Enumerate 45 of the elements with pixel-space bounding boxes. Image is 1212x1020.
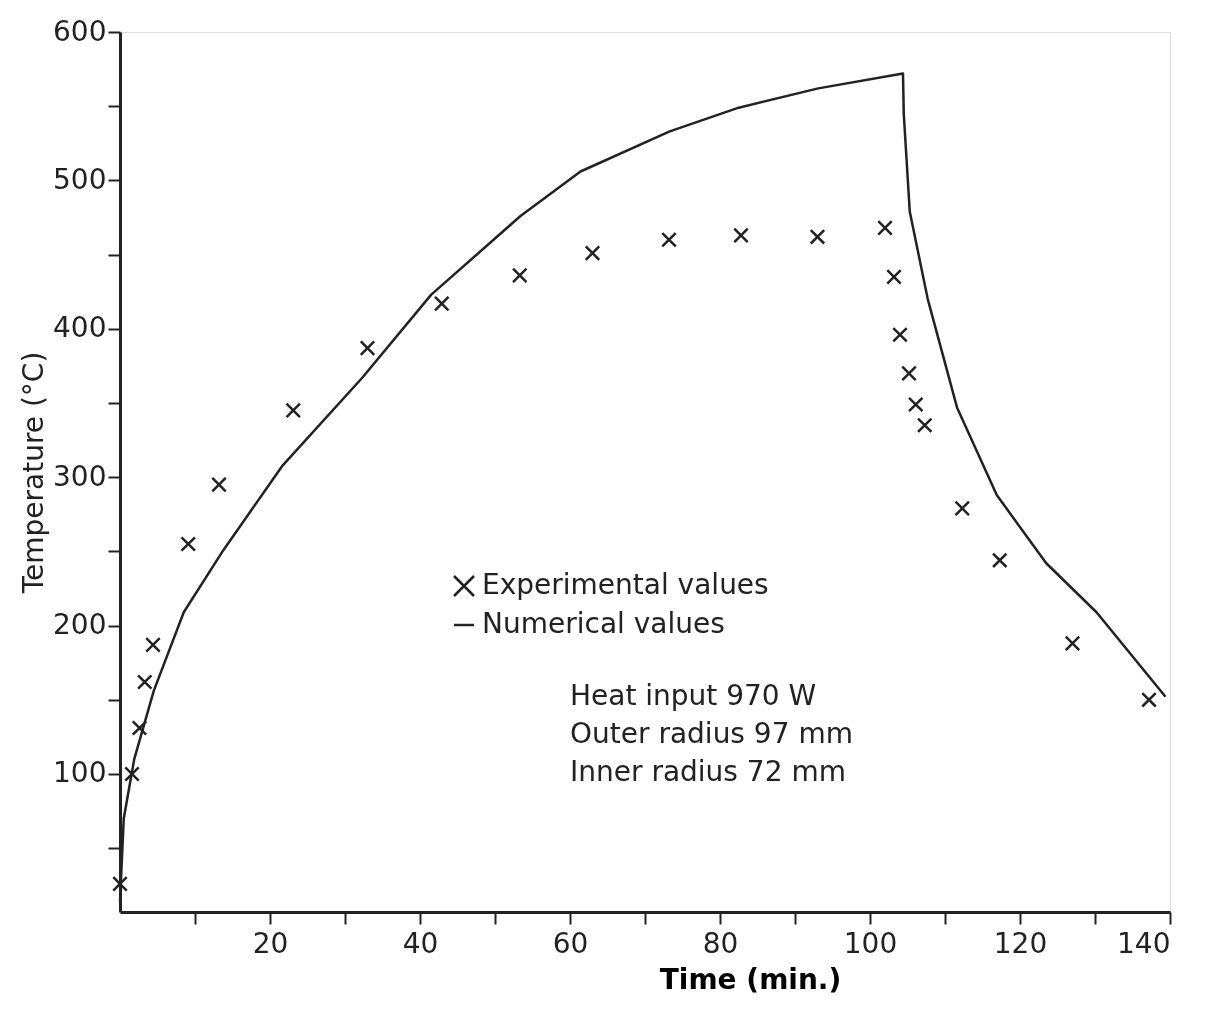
- point: [901, 365, 917, 382]
- y-tick-label: 200: [53, 608, 107, 642]
- x-tick-label: 80: [702, 926, 739, 960]
- x-tick-label: 140: [1117, 926, 1171, 960]
- point: [1064, 635, 1081, 652]
- y-tick-label: 500: [53, 162, 107, 196]
- point: [584, 245, 601, 262]
- point: [733, 227, 749, 244]
- y-tick-label: 600: [53, 14, 107, 48]
- annotation: Inner radius 72 mm: [570, 755, 846, 788]
- annotation: Heat input 970 W: [570, 679, 817, 712]
- point: [433, 295, 450, 312]
- point: [180, 536, 197, 552]
- point: [954, 500, 971, 517]
- point: [136, 674, 153, 690]
- point: [145, 636, 161, 653]
- point: [285, 402, 302, 419]
- y-axis-title: Temperature (°C): [17, 351, 51, 595]
- point: [892, 326, 908, 343]
- point: [1141, 691, 1157, 708]
- point: [907, 396, 924, 413]
- point: [916, 417, 933, 434]
- point: [511, 267, 528, 284]
- x-tick-label: 20: [252, 926, 289, 960]
- point: [661, 231, 677, 248]
- point: [886, 268, 902, 285]
- y-tick-label: 300: [53, 459, 107, 493]
- y-tick-label: 400: [53, 311, 107, 345]
- point: [809, 228, 826, 245]
- x-tick-label: 40: [402, 926, 439, 960]
- x-tick-label: 100: [843, 926, 898, 960]
- x-tick-label: 60: [552, 926, 589, 960]
- point: [112, 875, 128, 892]
- x-tick-label: 120: [993, 926, 1048, 960]
- point: [877, 219, 893, 236]
- y-tick-label: 100: [53, 756, 107, 790]
- annotation: Outer radius 97 mm: [570, 717, 853, 750]
- point: [131, 720, 148, 736]
- legend-label: Numerical values: [482, 607, 725, 640]
- point: [211, 476, 227, 493]
- point: [991, 552, 1008, 569]
- legend-label: Experimental values: [482, 568, 769, 601]
- x-axis-title: Time (min.): [659, 962, 842, 996]
- point: [124, 766, 140, 782]
- point: [359, 340, 376, 357]
